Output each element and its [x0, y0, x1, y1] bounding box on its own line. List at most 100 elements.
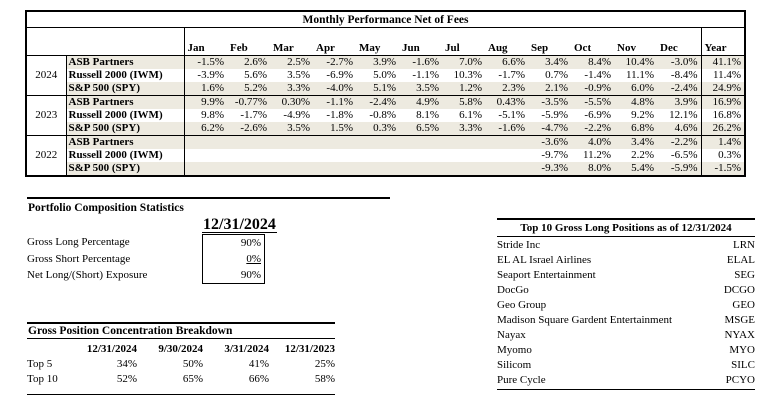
position-ticker: MYO — [729, 344, 755, 356]
month-header-row: Jan Feb Mar Apr May Jun Jul Aug Sep Oct Nov Dec Year — [26, 27, 746, 56]
series-label: ASB Partners — [66, 95, 185, 109]
concentration-date-header: 3/31/2024 — [224, 342, 269, 355]
series-label: S&P 500 (SPY) — [66, 82, 185, 96]
composition-label: Gross Short Percentage — [27, 253, 131, 265]
monthly-value: 7.0% — [442, 55, 485, 69]
monthly-value: -5.9% — [657, 162, 701, 176]
monthly-value — [442, 149, 485, 162]
monthly-value: -3.5% — [528, 95, 571, 109]
monthly-value: 4.9% — [399, 95, 442, 109]
portfolio-composition-grid: 12/31/2024 Gross Long Percentage 90% Gross … — [27, 217, 390, 284]
monthly-value: 8.4% — [571, 55, 614, 69]
position-row: Seaport Entertainment SEG — [497, 268, 755, 283]
composition-date-header: 12/31/2024 — [202, 217, 277, 234]
month-header-sep: Sep — [531, 42, 549, 54]
monthly-value: -6.9% — [584, 109, 611, 121]
position-ticker: SEG — [734, 269, 755, 281]
position-row: EL AL Israel Airlines ELAL — [497, 253, 755, 268]
concentration-value: 50% — [182, 357, 203, 370]
monthly-value: 0.43% — [485, 95, 528, 109]
composition-value-text: 90% — [240, 269, 261, 281]
monthly-value: -0.8% — [369, 109, 396, 121]
position-row: Pure Cycle PCYO — [497, 373, 755, 388]
series-label: ASB Partners — [66, 55, 185, 69]
monthly-value: -1.4% — [584, 69, 611, 81]
series-label: Russell 2000 (IWM) — [66, 109, 185, 122]
concentration-row-label: Top 5 — [27, 357, 53, 370]
position-name: Madison Square Gardent Entertainment — [497, 314, 673, 326]
year-total-value: 26.2% — [700, 122, 746, 136]
monthly-value: -1.1% — [313, 95, 356, 109]
composition-value: 0% — [202, 251, 265, 267]
monthly-value: 6.0% — [614, 82, 657, 96]
monthly-value — [356, 149, 399, 162]
monthly-value: 10.3% — [453, 69, 482, 81]
monthly-value: -1.7% — [240, 109, 267, 121]
monthly-value: 6.6% — [485, 55, 528, 69]
concentration-value: 34% — [116, 357, 137, 370]
monthly-value — [399, 162, 442, 176]
position-name: EL AL Israel Airlines — [497, 254, 592, 266]
monthly-value — [356, 135, 399, 149]
year-total-value: 24.9% — [700, 82, 746, 96]
position-ticker: ELAL — [726, 254, 755, 266]
position-row: Silicom SILC — [497, 358, 755, 373]
monthly-value — [184, 149, 227, 162]
year-total-value: 41.1% — [700, 55, 746, 69]
monthly-value: 9.9% — [184, 95, 227, 109]
monthly-value — [184, 162, 227, 176]
monthly-value: -4.7% — [528, 122, 571, 136]
month-header-mar: Mar — [273, 42, 294, 54]
monthly-value: -6.5% — [670, 149, 698, 161]
position-name: DocGo — [497, 284, 529, 296]
composition-value-text: 0% — [246, 253, 261, 265]
monthly-value: -1.1% — [412, 69, 439, 81]
monthly-value — [485, 162, 528, 176]
position-ticker: LRN — [733, 239, 755, 251]
monthly-value: 0.30% — [270, 95, 313, 109]
concentration-section: Gross Position Concentration Breakdown 1… — [27, 322, 335, 395]
position-name: Pure Cycle — [497, 374, 546, 386]
monthly-value — [270, 149, 313, 162]
perf-row: S&P 500 (SPY) 1.6% 5.2% 3.3% -4.0% 5.1% 3.5% 1.… — [26, 82, 746, 96]
monthly-value: -8.4% — [670, 69, 698, 81]
monthly-value: 6.1% — [459, 109, 482, 121]
monthly-value: 5.6% — [244, 69, 267, 81]
portfolio-composition-title: Portfolio Composition Statistics — [28, 202, 184, 214]
perf-row: Russell 2000 (IWM) 9.8% -1.7% -4.9% -1.8% -0.… — [26, 109, 746, 122]
position-ticker: NYAX — [724, 329, 755, 341]
month-header-may: May — [359, 42, 381, 54]
performance-body: 2024 ASB Partners -1.5% 2.6% 2.5% -2.7% 3.9% -1… — [26, 55, 746, 176]
monthly-value: 5.1% — [356, 82, 399, 96]
monthly-value: 9.8% — [201, 109, 224, 121]
monthly-value: -1.6% — [485, 122, 528, 136]
monthly-value: 2.2% — [631, 149, 654, 161]
concentration-value: 25% — [314, 357, 335, 370]
perf-row: S&P 500 (SPY) 6.2% -2.6% 3.5% 1.5% 0.3% 6.5% 3.… — [26, 122, 746, 136]
table-title: Monthly Performance Net of Fees — [26, 11, 746, 28]
monthly-value: 6.5% — [399, 122, 442, 136]
monthly-value: 4.0% — [571, 135, 614, 149]
portfolio-composition-section: Portfolio Composition Statistics 12/31/2… — [27, 197, 390, 284]
position-row: Stride Inc LRN — [497, 238, 755, 253]
monthly-value — [442, 135, 485, 149]
position-name: Nayax — [497, 329, 526, 341]
monthly-value: -0.77% — [227, 95, 270, 109]
concentration-value: 66% — [248, 372, 269, 385]
concentration-date-header: 9/30/2024 — [158, 342, 203, 355]
month-header-jan: Jan — [183, 27, 227, 56]
year-total-value: 11.4% — [700, 69, 746, 82]
monthly-value — [313, 162, 356, 176]
year-total-value: 1.4% — [700, 135, 746, 149]
table-title-row: Monthly Performance Net of Fees — [26, 11, 746, 28]
year-label: 2024 — [26, 55, 67, 96]
year-total-value: -1.5% — [700, 162, 746, 176]
perf-row: Russell 2000 (IWM) -3.9% 5.6% 3.5% -6.9% 5.0%… — [26, 69, 746, 82]
monthly-value: 4.6% — [657, 122, 701, 136]
monthly-value: 1.2% — [442, 82, 485, 96]
monthly-value: 12.1% — [669, 109, 698, 121]
composition-label: Gross Long Percentage — [27, 236, 130, 248]
monthly-value: 10.4% — [614, 55, 657, 69]
monthly-value: -9.3% — [528, 162, 571, 176]
position-row: Nayax NYAX — [497, 328, 755, 343]
